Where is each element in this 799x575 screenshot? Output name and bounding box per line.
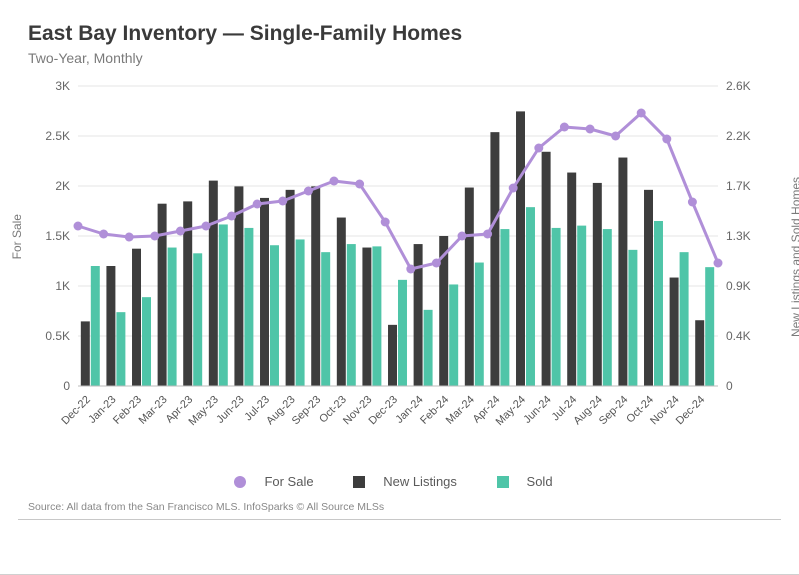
svg-text:1.7K: 1.7K <box>726 179 751 193</box>
y-axis-left-label: For Sale <box>10 214 24 259</box>
legend-label-new-listings: New Listings <box>383 474 457 489</box>
svg-text:0.5K: 0.5K <box>45 329 70 343</box>
svg-text:Sep-24: Sep-24 <box>596 394 630 428</box>
legend-item-sold: Sold <box>497 474 565 489</box>
chart-subtitle: Two-Year, Monthly <box>28 50 781 66</box>
svg-text:2.6K: 2.6K <box>726 79 751 93</box>
svg-text:Dec-22: Dec-22 <box>59 394 93 428</box>
svg-text:Sep-23: Sep-23 <box>289 394 323 428</box>
chart-plot-area: For Sale 00.5K1K1.5K2K2.5K3K00.4K0.9K1.3… <box>20 78 780 468</box>
svg-text:Jun-23: Jun-23 <box>214 394 246 426</box>
new-listings-swatch <box>353 476 365 488</box>
svg-text:0.9K: 0.9K <box>726 279 751 293</box>
source-attribution: Source: All data from the San Francisco … <box>28 501 781 513</box>
chart-container: East Bay Inventory — Single-Family Homes… <box>0 0 799 575</box>
legend-label-sold: Sold <box>527 474 553 489</box>
legend-item-new-listings: New Listings <box>353 474 469 489</box>
svg-text:3K: 3K <box>55 79 70 93</box>
svg-text:0: 0 <box>726 379 733 393</box>
for-sale-swatch <box>234 476 246 488</box>
svg-text:Mar-23: Mar-23 <box>136 394 169 427</box>
footer-divider <box>18 519 781 520</box>
chart-title: East Bay Inventory — Single-Family Homes <box>28 22 781 46</box>
svg-text:2K: 2K <box>55 179 70 193</box>
svg-text:0.4K: 0.4K <box>726 329 751 343</box>
chart-svg: 0 0.5K 1K 1.5K 2K 2.5K 3K 0 0.4K 0.9K 1.3K 1.7K 2.2K… <box>20 78 780 468</box>
svg-text:Jun-24: Jun-24 <box>521 394 553 426</box>
svg-text:2.2K: 2.2K <box>726 129 751 143</box>
svg-text:1.5K: 1.5K <box>45 229 70 243</box>
svg-text:Dec-24: Dec-24 <box>673 394 707 428</box>
sold-swatch <box>497 476 509 488</box>
y-axis-right-label: New Listings and Sold Homes <box>790 177 799 337</box>
legend-item-for-sale: For Sale <box>234 474 325 489</box>
svg-text:0: 0 <box>63 379 70 393</box>
svg-text:2.5K: 2.5K <box>45 129 70 143</box>
svg-text:1.3K: 1.3K <box>726 229 751 243</box>
legend-label-for-sale: For Sale <box>264 474 313 489</box>
legend: For Sale New Listings Sold <box>18 474 781 491</box>
svg-text:1K: 1K <box>55 279 70 293</box>
svg-text:Dec-23: Dec-23 <box>366 394 400 428</box>
svg-text:Mar-24: Mar-24 <box>443 394 476 427</box>
